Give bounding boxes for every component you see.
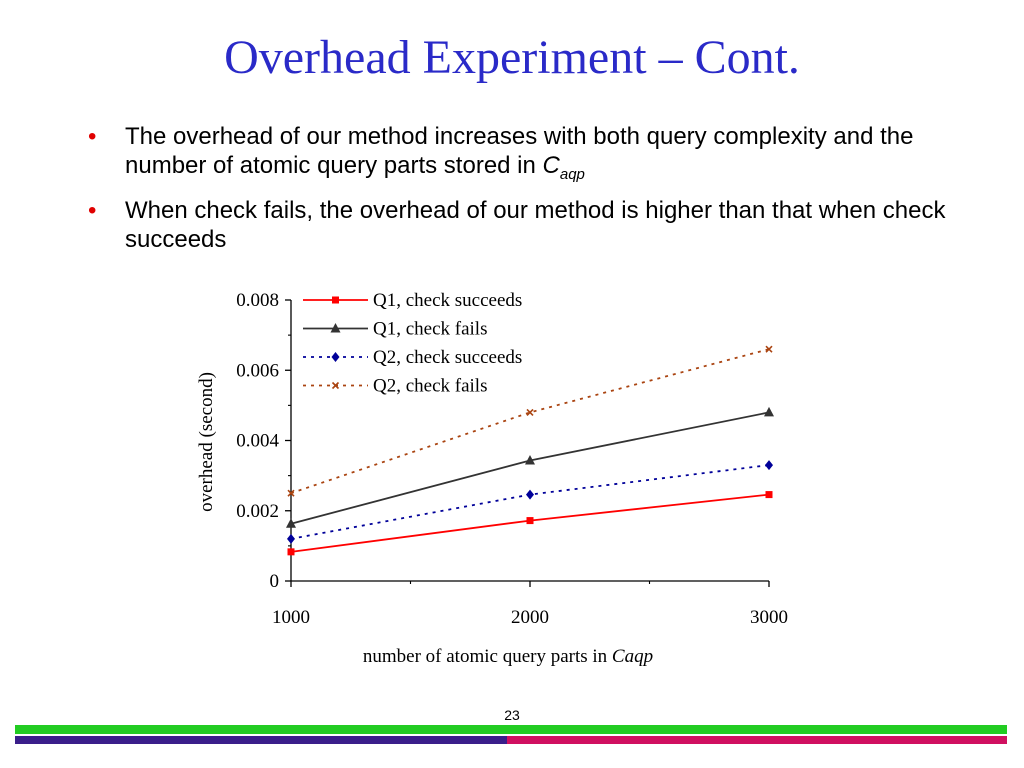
y-tick-label: 0.006: [236, 360, 279, 381]
y-tick-label: 0.002: [236, 501, 279, 522]
diamond-marker: [526, 489, 534, 500]
legend-label: Q2, check fails: [373, 376, 487, 397]
chart-legend: Q1, check succeeds Q1, check fails Q2, che…: [303, 290, 522, 397]
legend-item: Q2, check succeeds: [303, 347, 522, 368]
x-marker-stroke: [331, 381, 340, 390]
y-axis-label: overhead (second): [196, 372, 217, 512]
series-line: [290, 411, 770, 525]
diamond-marker: [331, 352, 340, 362]
series-q1-check-fails: [286, 406, 774, 528]
series-q2-check-fails: [287, 345, 773, 497]
bullet-text: The overhead of our method increases wit…: [125, 123, 914, 179]
triangle-marker: [764, 406, 774, 417]
y-tick-label: 0.008: [236, 290, 279, 311]
triangle-marker: [330, 323, 341, 333]
chart-axes: 0 0.002 0.004 0.006 0.008 1000 2000 3000: [236, 290, 788, 628]
x-marker-stroke: [526, 408, 534, 416]
bullet-item: • When check fails, the overhead of our …: [88, 196, 968, 254]
triangle-marker: [286, 518, 296, 528]
square-marker: [287, 548, 295, 556]
square-marker: [332, 296, 339, 304]
bullet-text: When check fails, the overhead of our me…: [125, 196, 946, 253]
bullet-list: • The overhead of our method increases w…: [88, 122, 968, 261]
slide-title: Overhead Experiment – Cont.: [224, 31, 800, 84]
series-line: [290, 348, 770, 495]
x-tick-label: 1000: [272, 607, 310, 628]
x-tick-label: 3000: [750, 607, 788, 628]
legend-label: Q1, check succeeds: [373, 290, 522, 311]
footer-bar-purple: [15, 736, 507, 744]
caqp-subscript: aqp: [559, 165, 585, 183]
legend-item: Q2, check fails: [303, 376, 487, 397]
square-marker: [526, 517, 534, 525]
x-marker-stroke: [287, 489, 295, 497]
bullet-item: • The overhead of our method increases w…: [88, 122, 968, 189]
y-tick-label: 0: [270, 571, 280, 592]
square-marker: [765, 491, 773, 499]
x-tick-label: 2000: [511, 607, 549, 628]
x-axis-label: number of atomic query parts in Caqp: [363, 646, 653, 667]
footer-bar-green: [15, 725, 1007, 734]
diamond-marker: [765, 460, 773, 471]
chart-series: [286, 345, 774, 556]
series-q1-check-succeeds: [287, 491, 773, 556]
triangle-marker: [525, 455, 535, 465]
series-q2-check-succeeds: [287, 460, 773, 544]
footer-bar-magenta: [507, 736, 1007, 744]
bullet-marker: •: [88, 123, 97, 150]
diamond-marker: [287, 533, 295, 544]
series-line: [290, 464, 770, 540]
y-tick-label: 0.004: [236, 431, 279, 452]
caqp-symbol: Caqp: [542, 152, 585, 183]
x-marker-stroke: [765, 345, 773, 353]
legend-item: Q1, check succeeds: [303, 290, 522, 311]
legend-label: Q2, check succeeds: [373, 347, 522, 368]
bullet-marker: •: [88, 196, 97, 224]
page-number: 23: [504, 707, 520, 723]
legend-label: Q1, check fails: [373, 319, 487, 340]
legend-item: Q1, check fails: [303, 319, 487, 340]
